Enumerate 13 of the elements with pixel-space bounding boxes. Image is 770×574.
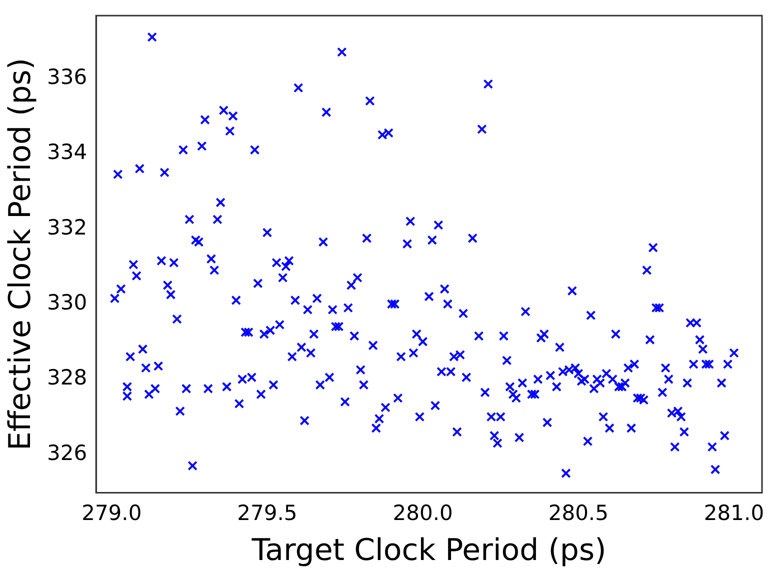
y-tick-label: 334 <box>46 140 88 164</box>
y-axis-title: Effective Clock Period (ps) <box>2 58 38 451</box>
y-tick-label: 330 <box>46 290 88 314</box>
x-axis-title: Target Clock Period (ps) <box>250 532 606 568</box>
x-tick-label: 280.0 <box>392 500 453 525</box>
y-tick-label: 328 <box>46 366 88 390</box>
x-tick-label: 281.0 <box>704 500 764 525</box>
y-tick-label: 332 <box>46 215 88 240</box>
x-tick-label: 280.5 <box>548 500 608 525</box>
x-tick-label: 279.0 <box>82 500 142 525</box>
x-tick-label: 279.5 <box>237 500 298 525</box>
y-tick-label: 326 <box>46 440 88 465</box>
y-tick-label: 336 <box>46 64 88 89</box>
